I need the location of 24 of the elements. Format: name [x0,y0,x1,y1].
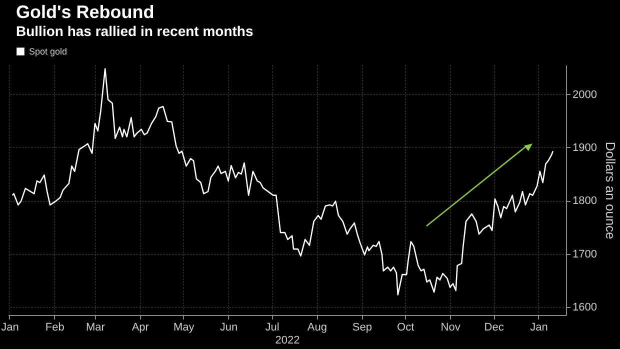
x-tick-label: Apr [132,322,150,334]
x-tick-label: Mar [86,322,106,334]
y-tick-label: 1700 [572,248,597,260]
x-axis-title: 2022 [275,334,300,346]
x-tick-label: Aug [307,322,327,334]
x-tick-label: Feb [45,322,64,334]
x-tick-label: May [173,322,195,334]
x-tick-label: Dec [484,322,504,334]
x-tick-label: Jun [220,322,238,334]
x-tick-label: Nov [440,322,461,334]
y-axis-title: Dollars an ounce [602,142,618,240]
legend-label: Spot gold [29,46,68,56]
x-tick-label: Jan [530,322,548,334]
y-tick-label: 1900 [572,142,597,154]
x-tick-label: Jul [265,322,280,334]
x-tick-label: Sep [352,322,372,334]
y-tick-label: 2000 [572,88,597,101]
chart-title: Gold's Rebound [16,2,154,22]
x-tick-label: Oct [397,322,414,334]
chart-subtitle: Bullion has rallied in recent months [16,23,254,39]
line-series [12,68,554,296]
y-tick-label: 1800 [572,195,597,208]
y-tick-label: 1600 [572,302,597,314]
x-tick-label: Jan [1,322,19,334]
